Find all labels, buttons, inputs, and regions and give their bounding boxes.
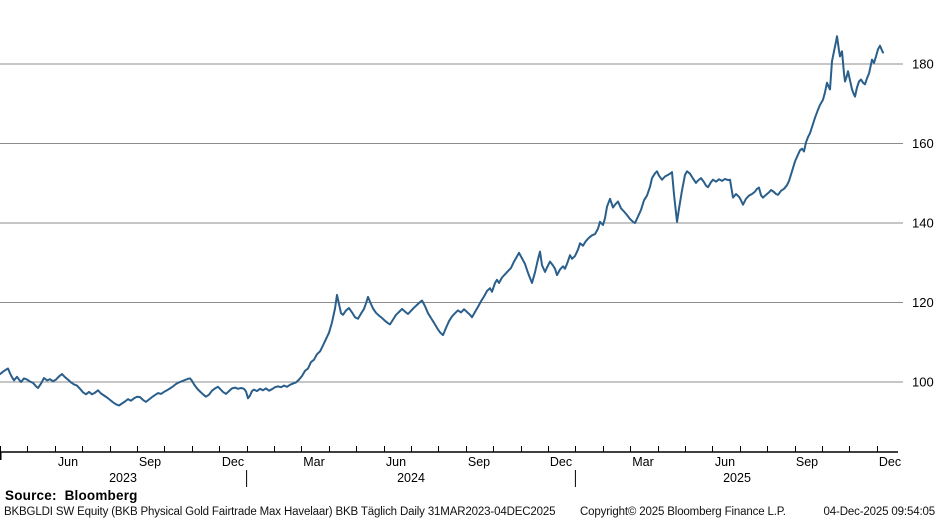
x-axis-month-label: Dec	[222, 455, 244, 469]
security-description: BKBGLDI SW Equity (BKB Physical Gold Fai…	[4, 506, 556, 518]
x-axis-month-label: Sep	[468, 455, 490, 469]
x-axis-month-label: Jun	[386, 455, 406, 469]
x-axis-year-label: 2023	[109, 471, 137, 485]
x-axis-month-label: Sep	[139, 455, 161, 469]
x-axis-month-label: Jun	[715, 455, 735, 469]
y-axis-label-160: 160	[912, 136, 934, 151]
source-label: Source: Bloomberg	[5, 488, 138, 503]
y-axis-label-100: 100	[912, 375, 934, 390]
x-axis-month-label: Sep	[796, 455, 818, 469]
x-axis-month-label: Mar	[632, 455, 654, 469]
y-axis-label-140: 140	[912, 216, 934, 231]
x-axis-month-label: Dec	[879, 455, 901, 469]
y-axis-label-180: 180	[912, 57, 934, 72]
x-axis-month-label: Mar	[303, 455, 325, 469]
y-axis-label-120: 120	[912, 295, 934, 310]
x-axis-year-label: 2025	[723, 471, 751, 485]
export-timestamp: 04-Dec-2025 09:54:05	[823, 506, 936, 518]
x-axis-month-label: Jun	[58, 455, 78, 469]
copyright-notice: Copyright© 2025 Bloomberg Finance L.P.	[580, 506, 786, 518]
price-line-series	[0, 35, 884, 407]
x-axis-year-label: 2024	[397, 471, 425, 485]
x-axis-month-label: Dec	[550, 455, 572, 469]
